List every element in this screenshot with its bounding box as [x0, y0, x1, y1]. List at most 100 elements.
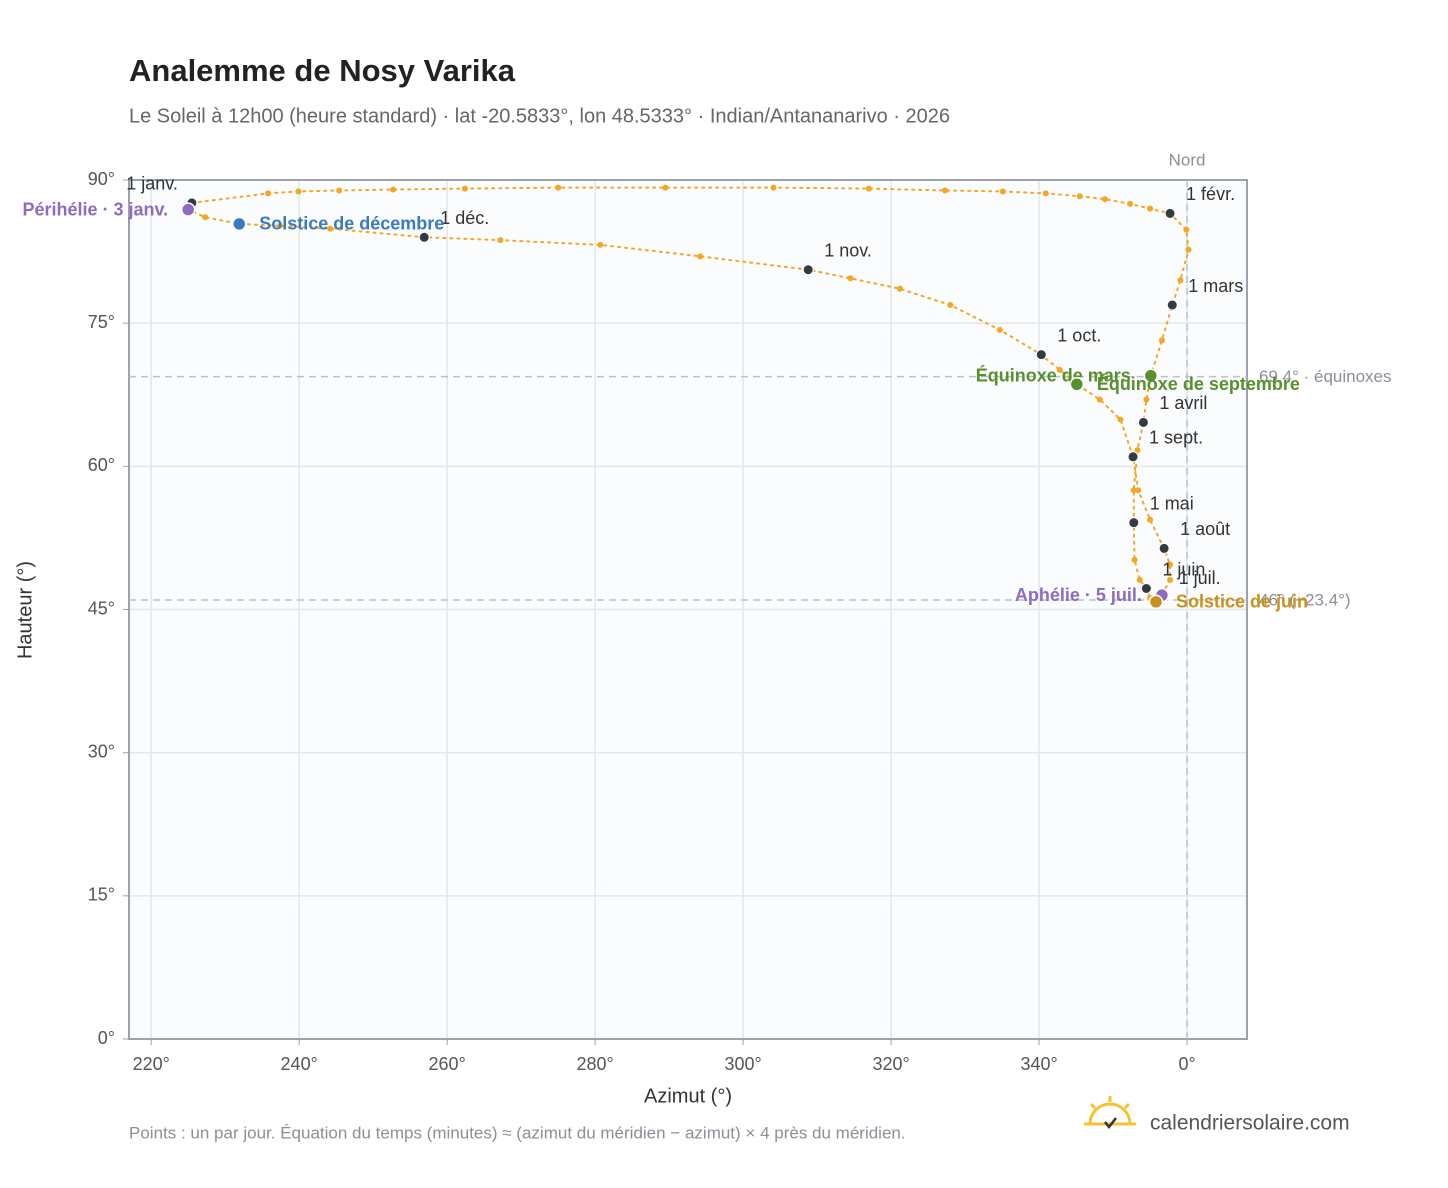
day-point	[865, 185, 872, 192]
day-point	[327, 225, 334, 232]
day-point	[1147, 516, 1154, 523]
month-label: 1 janv.	[126, 174, 178, 194]
y-tick-label: 15°	[88, 885, 115, 905]
month-label: 1 oct.	[1057, 325, 1101, 345]
y-tick-label: 90°	[88, 169, 115, 189]
event-label: Périhélie · 3 janv.	[22, 199, 168, 219]
x-tick-label: 220°	[133, 1054, 170, 1074]
day-point	[1136, 576, 1143, 583]
day-point	[1167, 576, 1174, 583]
day-point	[497, 237, 504, 244]
day-point	[847, 275, 854, 282]
day-point	[555, 184, 562, 191]
month-label: 1 déc.	[440, 208, 489, 228]
day-point	[770, 184, 777, 191]
brand: calendriersolaire.com	[1150, 1112, 1350, 1135]
month-point	[1127, 451, 1139, 463]
event-label: Équinoxe de mars	[976, 364, 1131, 385]
x-axis-label: Azimut (°)	[644, 1085, 732, 1107]
y-tick-label: 30°	[88, 741, 115, 761]
footer-note: Points : un par jour. Équation du temps …	[129, 1123, 906, 1142]
x-tick-label: 240°	[281, 1054, 318, 1074]
day-point	[1143, 396, 1150, 403]
month-label: 1 sept.	[1149, 428, 1203, 448]
y-tick-label: 60°	[88, 455, 115, 475]
brand-icon	[1084, 1096, 1136, 1130]
event-label: Équinoxe de septembre	[1097, 373, 1300, 394]
month-point	[1140, 583, 1152, 595]
day-point	[265, 190, 272, 197]
day-point	[202, 214, 209, 221]
day-point	[1134, 447, 1141, 454]
day-point	[999, 188, 1006, 195]
x-tick-label: 320°	[872, 1054, 909, 1074]
month-label: 1 avril	[1159, 393, 1207, 413]
day-point	[336, 187, 343, 194]
month-label: 1 juil.	[1179, 568, 1221, 588]
x-tick-label: 340°	[1020, 1054, 1057, 1074]
month-point	[1137, 416, 1149, 428]
day-point	[1185, 246, 1192, 253]
month-label: 1 mars	[1188, 276, 1243, 296]
month-label: 1 juin	[1162, 559, 1205, 579]
month-point	[1128, 517, 1140, 529]
day-point	[947, 302, 954, 309]
day-point	[1183, 226, 1190, 233]
day-point	[1147, 205, 1154, 212]
y-tick-label: 75°	[88, 312, 115, 332]
month-point	[1035, 349, 1047, 361]
day-point	[390, 186, 397, 193]
day-point	[662, 184, 669, 191]
month-label: 1 mai	[1150, 493, 1194, 513]
day-point	[1056, 366, 1063, 373]
day-point	[295, 188, 302, 195]
day-point	[896, 285, 903, 292]
event-label: Aphélie · 5 juil.	[1015, 585, 1142, 605]
event-label: Solstice de juin	[1176, 592, 1308, 612]
month-point	[1166, 299, 1178, 311]
month-label: 1 févr.	[1186, 184, 1235, 204]
day-point	[996, 326, 1003, 333]
chart-subtitle: Le Soleil à 12h00 (heure standard) · lat…	[129, 105, 950, 127]
day-point	[1131, 556, 1138, 563]
reference-label: 46° (−23.4°)	[1259, 590, 1351, 609]
y-axis-label: Hauteur (°)	[14, 561, 36, 659]
x-tick-label: 300°	[725, 1054, 762, 1074]
x-tick-label: 260°	[429, 1054, 466, 1074]
plot-border	[128, 179, 1248, 1040]
north-label: Nord	[1169, 150, 1206, 169]
analemma-line	[187, 186, 1190, 604]
event-point	[1069, 377, 1085, 392]
day-point	[1101, 196, 1108, 203]
day-point	[276, 222, 283, 229]
day-point	[1076, 193, 1083, 200]
y-tick-label: 45°	[88, 598, 115, 618]
day-point	[1167, 561, 1174, 568]
reference-label: 69.4° · équinoxes	[1259, 367, 1392, 386]
month-point	[418, 231, 430, 243]
event-point	[1143, 368, 1159, 383]
event-point	[1148, 594, 1164, 610]
day-point	[1158, 337, 1165, 344]
event-point	[180, 202, 196, 217]
month-label: 1 nov.	[824, 240, 872, 260]
day-point	[461, 185, 468, 192]
day-point	[942, 187, 949, 194]
month-label: 1 août	[1180, 519, 1230, 539]
day-point	[1117, 416, 1124, 423]
day-point	[1127, 200, 1134, 207]
day-point	[597, 241, 604, 248]
x-tick-label: 280°	[577, 1054, 614, 1074]
day-point	[1042, 190, 1049, 197]
y-tick-label: 0°	[98, 1028, 115, 1048]
chart-title: Analemme de Nosy Varika	[129, 53, 516, 88]
month-point	[1158, 542, 1170, 554]
day-point	[1177, 277, 1184, 284]
event-label: Solstice de décembre	[259, 214, 444, 234]
event-point	[231, 216, 247, 232]
x-tick-label: 0°	[1178, 1054, 1195, 1074]
day-point	[1130, 487, 1137, 494]
month-point	[802, 264, 814, 276]
day-point	[1135, 487, 1142, 494]
